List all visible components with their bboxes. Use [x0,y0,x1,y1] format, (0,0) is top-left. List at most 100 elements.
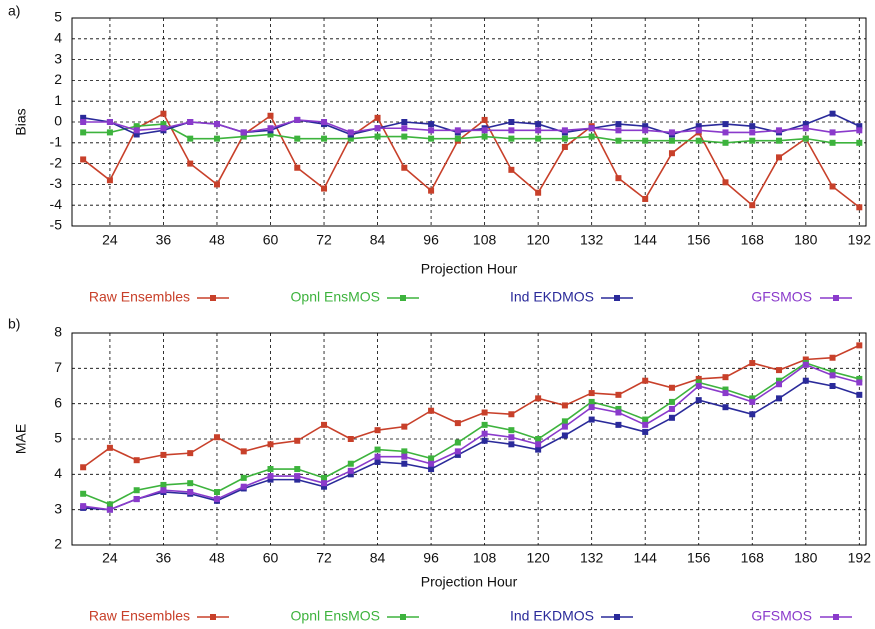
marker [856,123,863,130]
y-tick-label: -4 [50,196,63,212]
y-tick-label: -5 [50,217,63,233]
marker [454,135,461,142]
marker [428,127,435,134]
marker [722,121,729,128]
y-tick-label: -1 [50,134,63,150]
panel-label: a) [8,3,20,19]
legend-marker [833,295,839,301]
legend-marker [833,614,839,620]
marker [133,457,140,464]
x-tick-label: 72 [316,232,332,248]
marker [615,405,622,412]
x-tick-label: 132 [580,232,604,248]
marker [508,135,515,142]
marker [294,466,301,473]
marker [829,110,836,117]
marker [535,135,542,142]
marker [401,125,408,132]
marker [722,386,729,393]
marker [668,398,675,405]
marker [401,119,408,125]
marker [829,372,836,379]
marker [561,432,568,439]
marker [695,379,702,386]
marker [722,129,729,136]
marker [561,402,568,409]
marker [401,164,408,171]
marker [695,123,702,130]
marker [776,381,783,388]
plot-frame [71,17,867,227]
marker [722,139,729,146]
marker [240,483,247,490]
marker [829,139,836,146]
marker [615,391,622,398]
x-tick-label: 84 [370,232,386,248]
y-tick-label: 2 [54,536,62,552]
marker [133,496,140,503]
x-tick-label: 120 [526,232,550,248]
marker [267,125,274,132]
marker [561,127,568,134]
legend-label: Raw Ensembles [89,289,190,305]
x-tick-label: 84 [370,550,386,566]
marker [401,460,408,467]
y-axis-title: Bias [13,108,29,135]
marker [508,427,515,434]
marker [508,411,515,418]
marker [267,441,274,448]
marker [106,501,113,508]
marker [642,421,649,428]
marker [133,487,140,494]
legend-label: Ind EKDMOS [510,289,594,305]
legend-marker [400,295,406,301]
marker [321,480,328,487]
marker [802,135,809,142]
marker [695,397,702,404]
marker [561,143,568,150]
marker [213,121,220,128]
y-tick-label: 4 [54,30,62,46]
legend-label: GFSMOS [751,608,812,624]
x-tick-label: 24 [102,232,118,248]
marker [187,450,194,457]
legend-marker [614,295,620,301]
marker [642,137,649,144]
marker [642,416,649,423]
marker [294,476,301,483]
marker [802,356,809,363]
series-line [82,362,860,506]
panel-label: b) [8,316,20,332]
marker [695,383,702,389]
y-tick-label: -2 [50,154,63,170]
marker [454,439,461,446]
marker [374,446,381,453]
legend-label: Opnl EnsMOS [291,608,380,624]
marker [829,383,836,389]
marker [615,175,622,182]
x-tick-label: 180 [794,232,818,248]
x-tick-label: 192 [848,232,872,248]
marker [428,466,435,473]
marker [588,404,595,411]
marker [856,391,863,398]
marker [240,448,247,455]
marker [160,481,167,488]
marker [347,129,354,136]
y-tick-label: 1 [54,92,62,108]
legend-marker [400,614,406,620]
marker [374,125,381,132]
x-tick-label: 132 [580,550,604,566]
y-tick-label: -3 [50,175,63,191]
marker [535,446,542,453]
marker [80,119,87,125]
marker [428,121,435,128]
x-tick-label: 192 [848,550,872,566]
marker [454,420,461,427]
x-tick-label: 156 [687,232,711,248]
y-tick-label: 3 [54,500,62,516]
marker [374,427,381,434]
x-tick-label: 96 [423,232,439,248]
marker [535,395,542,402]
